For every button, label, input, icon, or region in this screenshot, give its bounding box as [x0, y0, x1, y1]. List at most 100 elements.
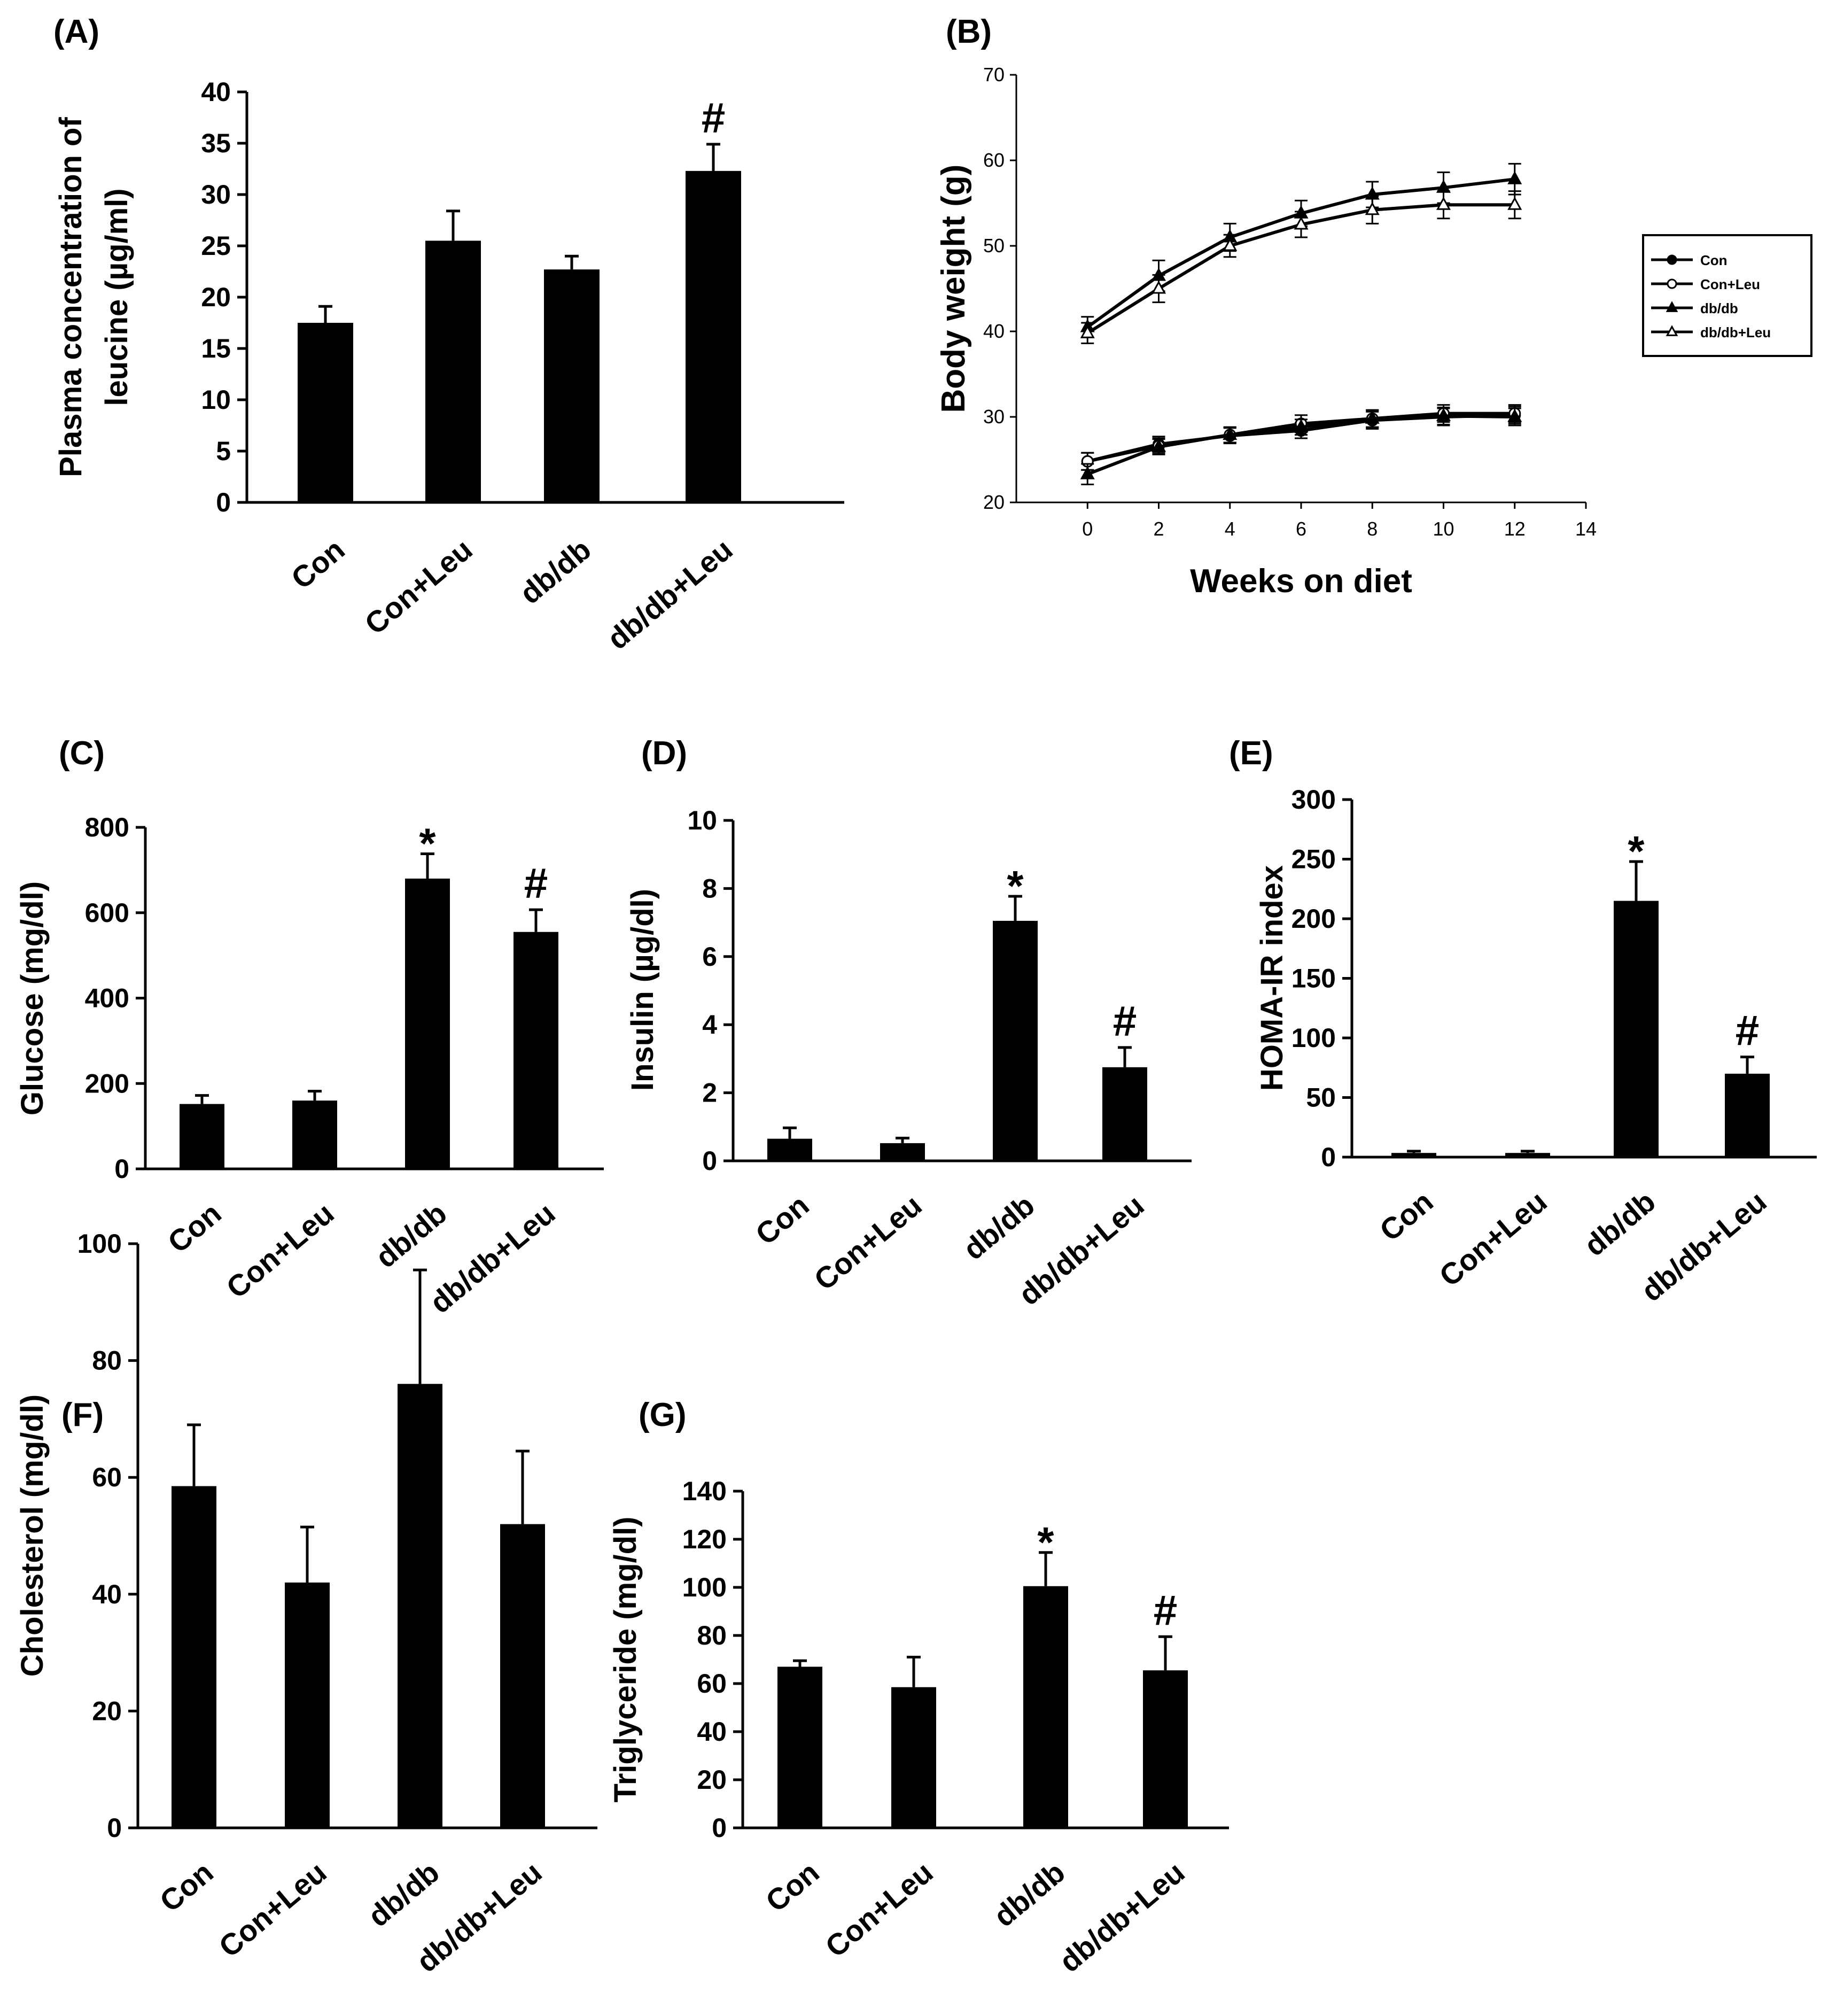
y-tick-label: 0 — [107, 1813, 122, 1843]
bar — [777, 1666, 822, 1828]
y-tick-label: 20 — [983, 491, 1005, 513]
y-tick-label: 0 — [216, 487, 231, 517]
category-label: Con+Leu — [359, 532, 479, 641]
y-tick-label: 35 — [201, 128, 231, 158]
series — [1080, 190, 1522, 344]
y-axis-label: Glucose (mg/dl) — [15, 881, 50, 1115]
significance-marker: * — [1628, 827, 1645, 875]
y-tick-label: 5 — [216, 436, 231, 466]
y-tick-label: 60 — [697, 1669, 727, 1699]
legend-label: db/db — [1700, 300, 1738, 316]
y-tick-label: 300 — [1291, 785, 1336, 815]
category-label: Con — [1373, 1184, 1440, 1247]
legend-label: Con+Leu — [1700, 276, 1760, 292]
series — [1080, 162, 1522, 338]
y-tick-label: 40 — [697, 1717, 727, 1747]
category-label: db/db — [987, 1855, 1071, 1933]
y-axis-label: Body weight (g) — [935, 165, 972, 413]
y-tick-label: 20 — [92, 1696, 122, 1726]
bar — [767, 1138, 812, 1161]
x-axis-label: Weeks on diet — [1190, 563, 1412, 600]
significance-marker: * — [1037, 1518, 1054, 1566]
panel-f: (F) 0 20 40 60 80 100 Cholesterol (mg/dl) ConCon… — [15, 1229, 597, 1979]
data-point — [1436, 197, 1451, 210]
significance-marker: # — [702, 94, 726, 142]
y-axis-label: HOMA-IR index — [1255, 865, 1289, 1091]
bar — [1143, 1670, 1188, 1828]
bar — [513, 932, 558, 1169]
data-point — [1667, 254, 1677, 265]
legend-label: Con — [1700, 252, 1728, 268]
y-axis-label: Plasma concentration of — [53, 117, 88, 477]
y-axis-label: leucine (µg/ml) — [99, 188, 134, 406]
y-tick-label: 6 — [702, 942, 717, 972]
data-point — [1507, 197, 1522, 210]
bar — [298, 323, 353, 502]
data-point — [1080, 466, 1095, 479]
y-tick-label: 2 — [702, 1078, 717, 1108]
y-tick-label: 150 — [1291, 964, 1336, 994]
bar — [1725, 1073, 1770, 1157]
panel-label: (E) — [1229, 735, 1273, 772]
bar — [1102, 1067, 1147, 1161]
category-label: db/db+Leu — [601, 532, 739, 656]
y-tick-label: 70 — [983, 64, 1005, 86]
y-tick-label: 30 — [983, 406, 1005, 428]
x-tick-label: 8 — [1367, 518, 1378, 540]
y-tick-label: 0 — [712, 1813, 727, 1843]
category-label: Con — [161, 1196, 228, 1259]
y-tick-label: 600 — [85, 898, 129, 928]
category-label: db/db — [361, 1855, 445, 1933]
y-tick-label: 20 — [697, 1765, 727, 1795]
bar — [1023, 1586, 1068, 1828]
y-tick-label: 250 — [1291, 844, 1336, 874]
y-axis-label: Cholesterol (mg/dl) — [15, 1394, 50, 1677]
data-point — [1667, 278, 1677, 289]
y-axis-label: Triglyceride (mg/dl) — [608, 1517, 643, 1803]
y-tick-label: 80 — [92, 1346, 122, 1376]
bar — [398, 1384, 442, 1828]
data-point — [1365, 201, 1380, 215]
bar — [1614, 901, 1659, 1157]
x-tick-label: 10 — [1433, 518, 1454, 540]
data-point — [1666, 325, 1678, 336]
category-label: Con+Leu — [1433, 1184, 1553, 1293]
panel-label: (F) — [61, 1397, 104, 1433]
data-point — [1365, 410, 1380, 424]
category-label: db/db — [369, 1196, 453, 1274]
y-tick-label: 10 — [687, 805, 717, 835]
legend: Con Con+Leu db/db db/db+Leu — [1642, 234, 1812, 357]
category-label: Con+Leu — [819, 1855, 939, 1964]
data-point — [1507, 171, 1522, 184]
data-point — [1223, 237, 1238, 251]
panel-label: (A) — [53, 13, 99, 50]
panel-a: (A) 0 5 10 15 20 25 30 35 40 Plasma concentration … — [53, 13, 844, 656]
category-label: db/db — [513, 532, 597, 610]
y-tick-label: 140 — [682, 1476, 727, 1506]
y-tick-label: 25 — [201, 231, 231, 261]
bar — [686, 170, 741, 503]
category-label: Con — [285, 532, 351, 595]
data-point — [1294, 216, 1309, 230]
series — [1080, 406, 1522, 485]
x-tick-label: 0 — [1082, 518, 1093, 540]
bar — [172, 1486, 216, 1828]
data-point — [1151, 438, 1166, 452]
category-label: Con+Leu — [213, 1855, 333, 1964]
y-tick-label: 120 — [682, 1524, 727, 1554]
significance-marker: # — [1154, 1586, 1178, 1634]
category-label: db/db+Leu — [1053, 1855, 1191, 1979]
data-point — [1666, 301, 1678, 312]
bar — [544, 269, 600, 502]
x-tick-label: 2 — [1153, 518, 1164, 540]
panel-label: (C) — [59, 735, 105, 772]
y-tick-label: 40 — [201, 77, 231, 107]
data-point — [1507, 408, 1522, 422]
data-point — [1294, 419, 1309, 432]
bar — [405, 878, 450, 1169]
y-tick-label: 4 — [702, 1010, 717, 1040]
y-tick-label: 100 — [682, 1572, 727, 1602]
data-point — [1080, 325, 1095, 338]
